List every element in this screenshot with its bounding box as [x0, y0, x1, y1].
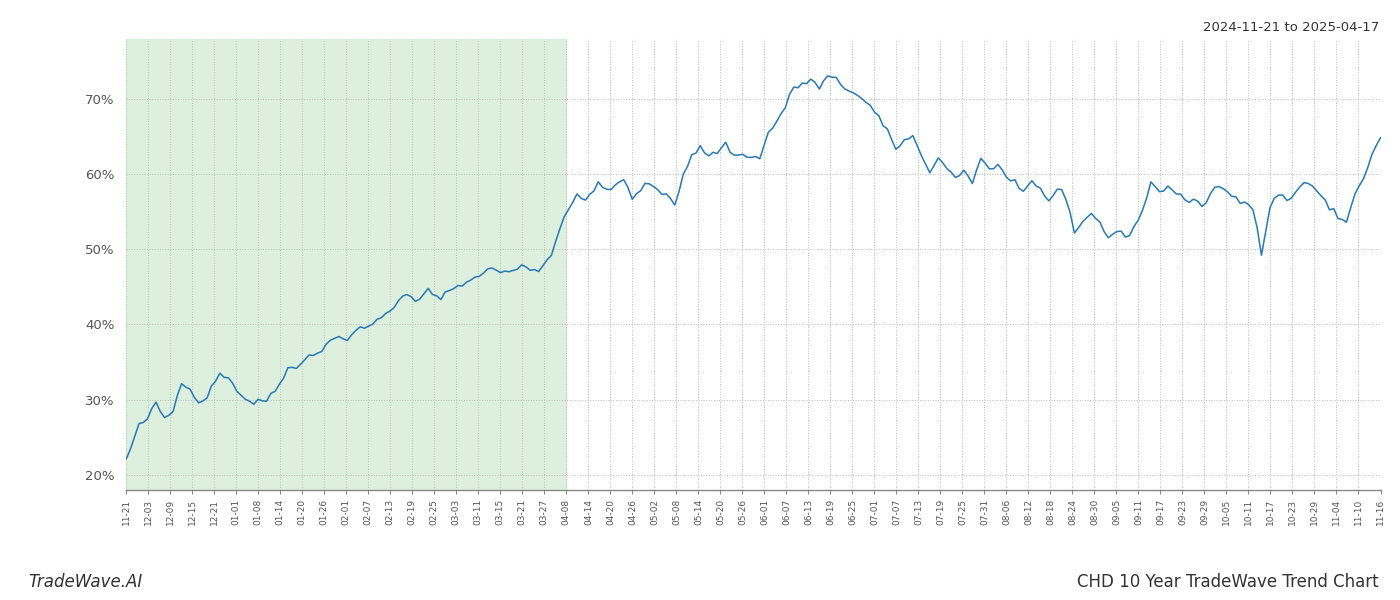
Text: TradeWave.AI: TradeWave.AI: [28, 573, 143, 591]
Text: CHD 10 Year TradeWave Trend Chart: CHD 10 Year TradeWave Trend Chart: [1078, 573, 1379, 591]
Bar: [126, 39, 567, 490]
Text: 2024-11-21 to 2025-04-17: 2024-11-21 to 2025-04-17: [1203, 21, 1379, 34]
